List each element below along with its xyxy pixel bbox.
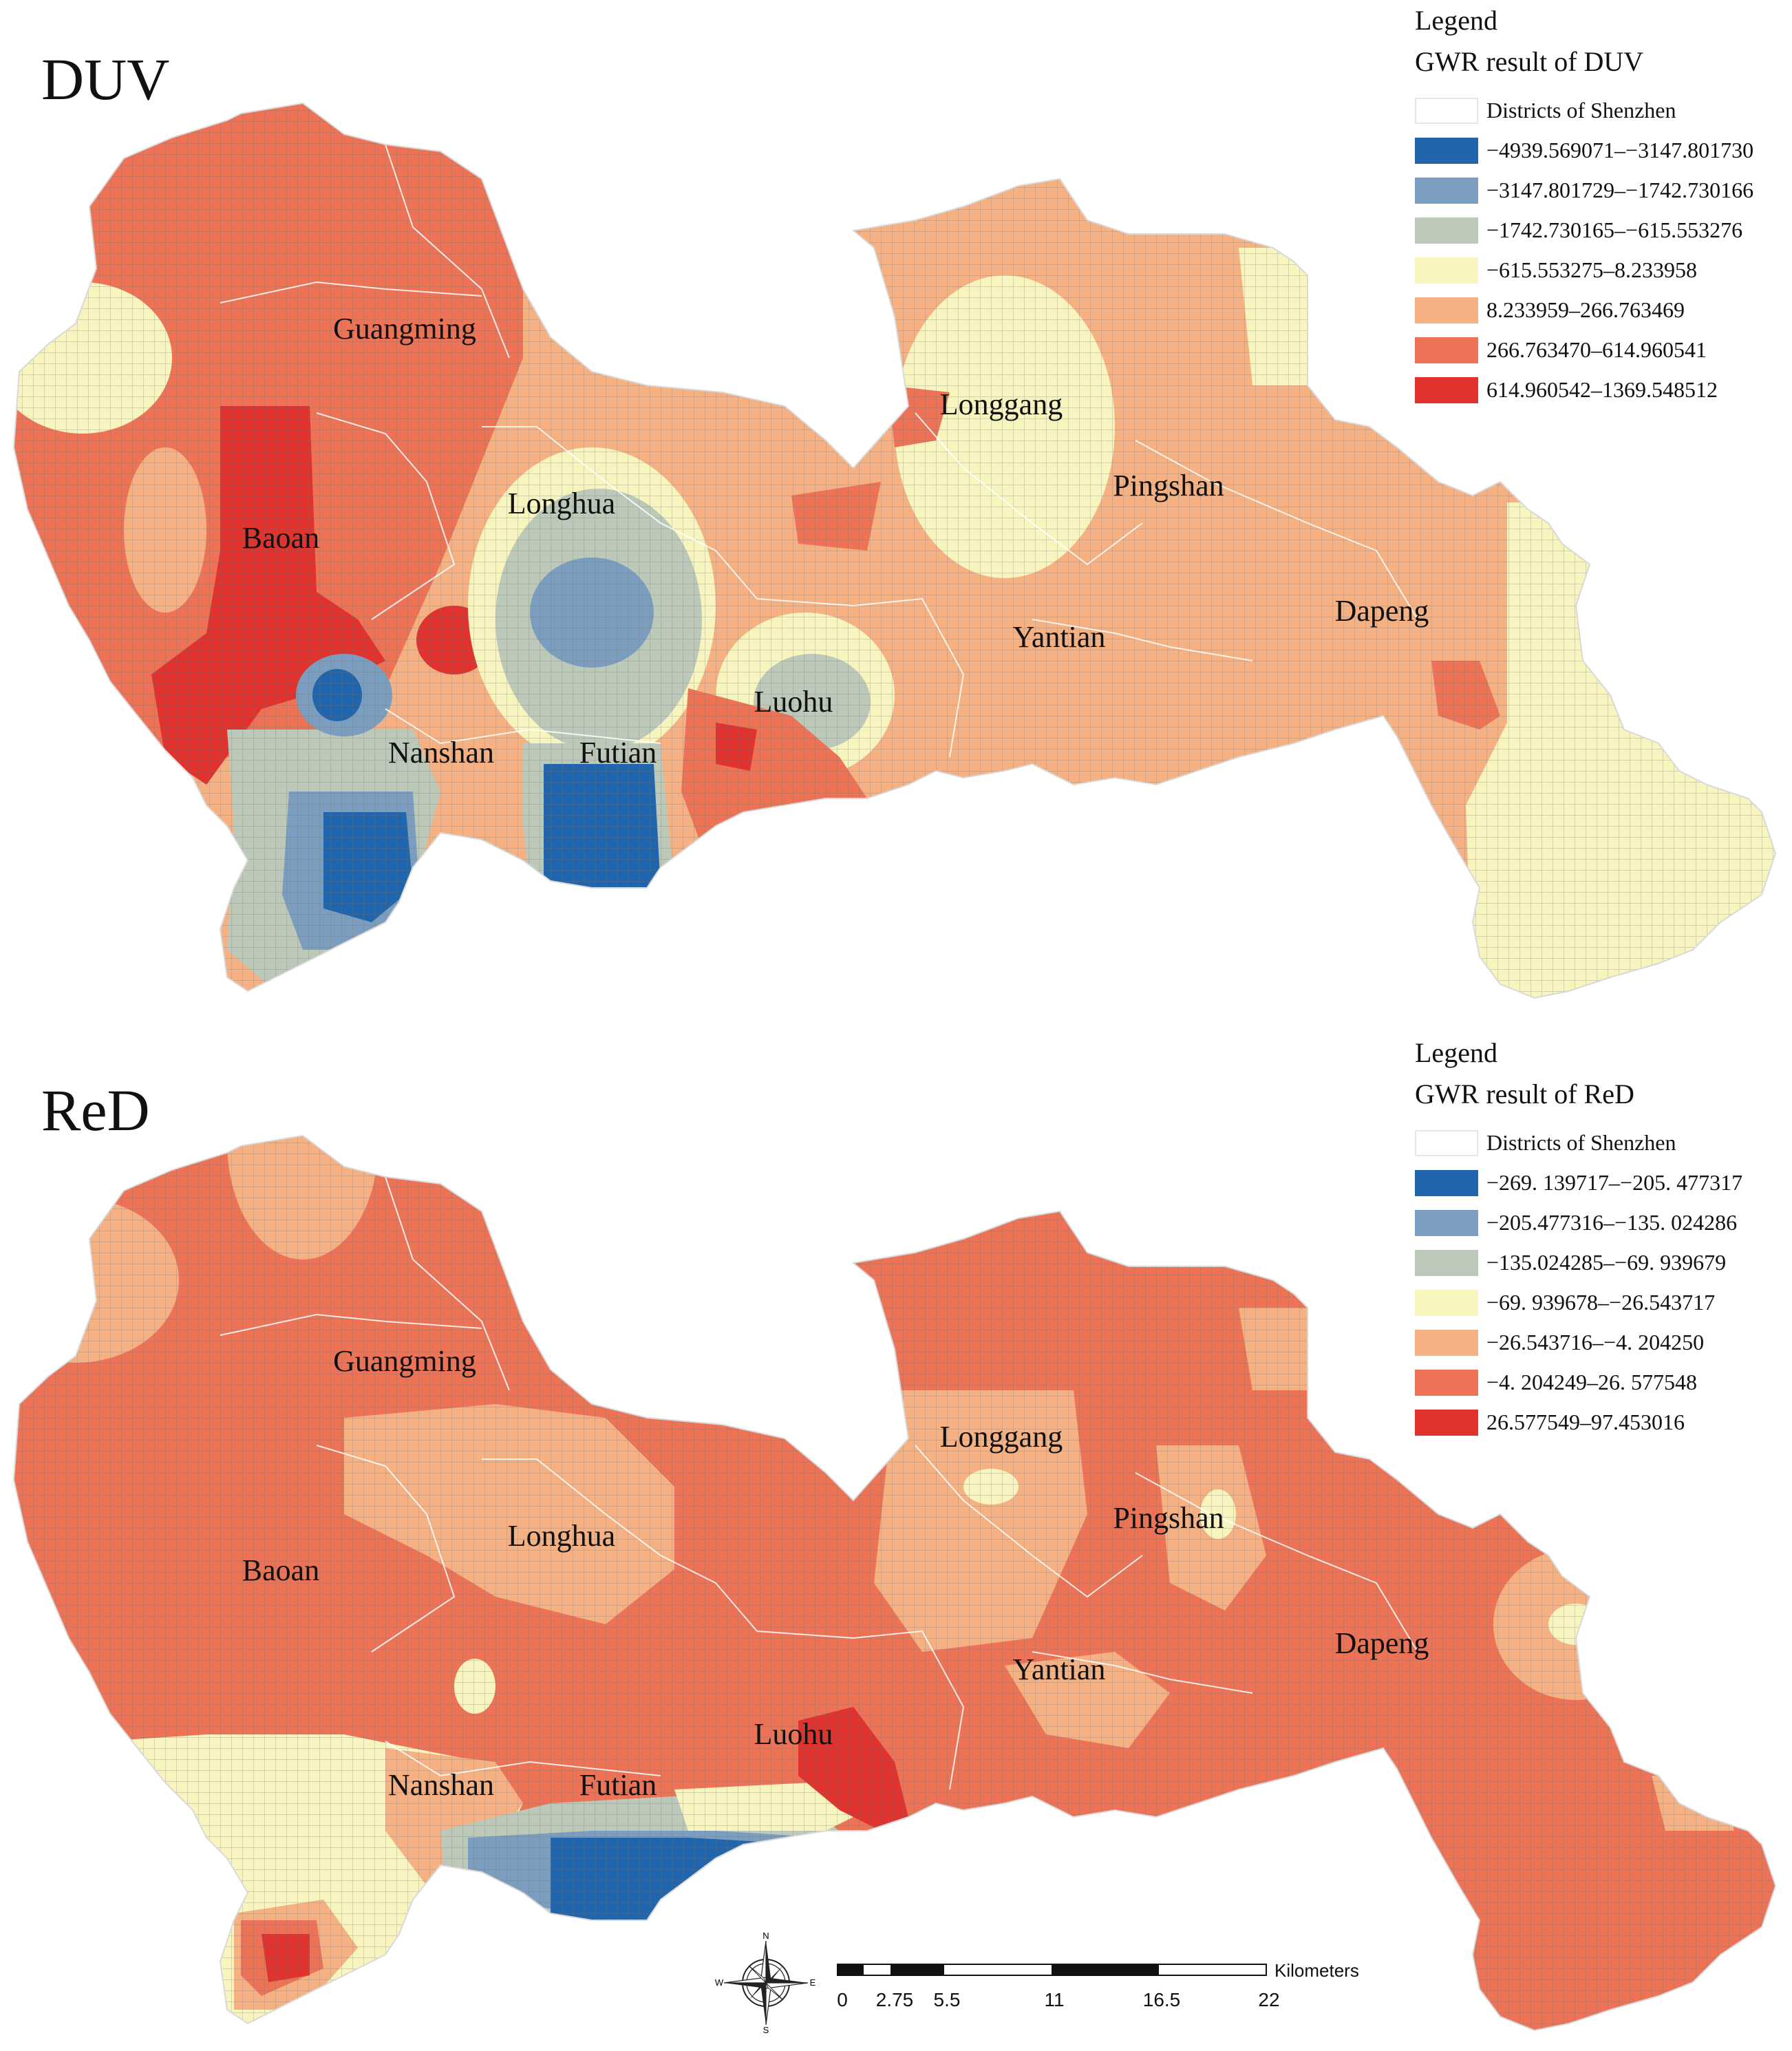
legend-label: −615.553275–8.233958 <box>1486 257 1698 282</box>
legend-swatch <box>1415 337 1478 363</box>
duv-choropleth-map <box>13 103 1776 999</box>
legend-swatch <box>1415 1370 1478 1396</box>
legend-item-class-4: −69. 939678–−26.543717 <box>1415 1288 1786 1319</box>
legend-label: 26.577549–97.453016 <box>1486 1410 1685 1434</box>
legend-swatch <box>1415 297 1478 323</box>
district-label-nanshan: Nanshan <box>388 736 494 769</box>
legend-item-class-3: −135.024285–−69. 939679 <box>1415 1248 1786 1279</box>
district-label-futian: Futian <box>579 736 657 769</box>
district-label-guangming: Guangming <box>333 1344 476 1378</box>
district-label-longhua: Longhua <box>507 487 616 520</box>
legend-label: −269. 139717–−205. 477317 <box>1486 1170 1743 1195</box>
legend-item-class-5: 8.233959–266.763469 <box>1415 296 1786 326</box>
legend-swatch <box>1415 217 1478 244</box>
district-label-longgang: Longgang <box>939 387 1063 421</box>
legend-title: Legend <box>1415 5 1497 36</box>
red-panel-title: ReD <box>41 1077 150 1143</box>
legend-swatch <box>1415 1410 1478 1436</box>
scale-tick-label: 11 <box>1044 1989 1065 2010</box>
legend-swatch-boundary <box>1415 98 1478 124</box>
legend-swatch <box>1415 377 1478 403</box>
legend-item-class-7: 26.577549–97.453016 <box>1415 1408 1786 1438</box>
district-label-luohu: Luohu <box>754 1717 833 1751</box>
legend-label: −69. 939678–−26.543717 <box>1486 1290 1716 1315</box>
duv-panel-title: DUV <box>41 46 170 112</box>
red-choropleth-map <box>13 1135 1776 2031</box>
legend-swatch <box>1415 1330 1478 1356</box>
legend-label: Districts of Shenzhen <box>1486 98 1676 123</box>
north-arrow-compass-icon: N E S W <box>715 1931 816 2034</box>
legend-item-boundary: Districts of Shenzhen <box>1415 1129 1786 1159</box>
district-label-pingshan: Pingshan <box>1113 469 1224 502</box>
legend-title: Legend <box>1415 1037 1497 1068</box>
legend-swatch <box>1415 1210 1478 1236</box>
district-label-futian: Futian <box>579 1768 657 1802</box>
legend-swatch <box>1415 178 1478 204</box>
legend-swatch <box>1415 138 1478 164</box>
district-label-yantian: Yantian <box>1012 1653 1106 1686</box>
compass-east-label: E <box>810 1977 816 1988</box>
legend-label: −26.543716–−4. 204250 <box>1486 1330 1705 1354</box>
scale-tick-label: 5.5 <box>933 1989 961 2010</box>
red-map-panel: ReD Guangming Longgang Longhua Pingshan … <box>0 1032 1792 2051</box>
district-label-dapeng: Dapeng <box>1334 594 1429 628</box>
legend-item-class-7: 614.960542–1369.548512 <box>1415 376 1786 406</box>
district-label-pingshan: Pingshan <box>1113 1501 1224 1535</box>
legend-item-class-1: −4939.569071–−3147.801730 <box>1415 136 1786 167</box>
legend-subtitle: GWR result of DUV <box>1415 46 1644 77</box>
legend-item-class-2: −3147.801729–−1742.730166 <box>1415 176 1786 206</box>
scale-tick-label: 22 <box>1258 1989 1280 2010</box>
legend-label: Districts of Shenzhen <box>1486 1130 1676 1155</box>
legend-label: 8.233959–266.763469 <box>1486 297 1685 322</box>
legend-swatch-boundary <box>1415 1130 1478 1156</box>
legend-swatch <box>1415 1250 1478 1276</box>
legend-label: −4. 204249–26. 577548 <box>1486 1370 1698 1394</box>
legend-item-boundary: Districts of Shenzhen <box>1415 96 1786 127</box>
legend-label: −4939.569071–−3147.801730 <box>1486 138 1754 162</box>
district-label-dapeng: Dapeng <box>1334 1626 1429 1660</box>
scale-bar-unit: Kilometers <box>1274 1960 1359 1981</box>
district-label-nanshan: Nanshan <box>388 1768 494 1802</box>
legend-item-class-3: −1742.730165–−615.553276 <box>1415 216 1786 246</box>
district-label-luohu: Luohu <box>754 685 833 719</box>
legend-item-class-6: −4. 204249–26. 577548 <box>1415 1368 1786 1399</box>
district-label-baoan: Baoan <box>242 1553 320 1587</box>
district-label-yantian: Yantian <box>1012 620 1106 654</box>
legend-label: −1742.730165–−615.553276 <box>1486 217 1743 242</box>
legend-item-class-5: −26.543716–−4. 204250 <box>1415 1328 1786 1359</box>
district-label-longhua: Longhua <box>507 1519 616 1553</box>
scale-bar-graphic <box>837 1964 1267 1976</box>
scale-tick-label: 16.5 <box>1142 1989 1181 2010</box>
legend-item-class-6: 266.763470–614.960541 <box>1415 336 1786 366</box>
legend-label: 614.960542–1369.548512 <box>1486 377 1718 402</box>
district-label-baoan: Baoan <box>242 521 320 555</box>
legend-item-class-2: −205.477316–−135. 024286 <box>1415 1209 1786 1239</box>
legend-label: −135.024285–−69. 939679 <box>1486 1250 1727 1275</box>
compass-south-label: S <box>763 2025 769 2034</box>
legend-swatch <box>1415 257 1478 284</box>
legend-swatch <box>1415 1290 1478 1316</box>
compass-west-label: W <box>715 1977 724 1988</box>
duv-map-panel: DUV Guangming Longgang Pingshan Longhua … <box>0 0 1792 1019</box>
legend-item-class-4: −615.553275–8.233958 <box>1415 256 1786 286</box>
district-label-guangming: Guangming <box>333 312 476 346</box>
legend-label: −205.477316–−135. 024286 <box>1486 1210 1738 1235</box>
district-label-longgang: Longgang <box>939 1420 1063 1454</box>
legend-label: 266.763470–614.960541 <box>1486 337 1707 362</box>
compass-north-label: N <box>762 1931 769 1941</box>
scale-bar: Kilometers 0 2.75 5.5 11 16.5 22 <box>837 1960 1387 2043</box>
legend-label: −3147.801729–−1742.730166 <box>1486 178 1754 202</box>
legend-item-class-1: −269. 139717–−205. 477317 <box>1415 1169 1786 1199</box>
legend-swatch <box>1415 1170 1478 1196</box>
scale-tick-label: 0 <box>837 1989 848 2010</box>
scale-tick-label: 2.75 <box>875 1989 914 2010</box>
legend-subtitle: GWR result of ReD <box>1415 1078 1634 1109</box>
